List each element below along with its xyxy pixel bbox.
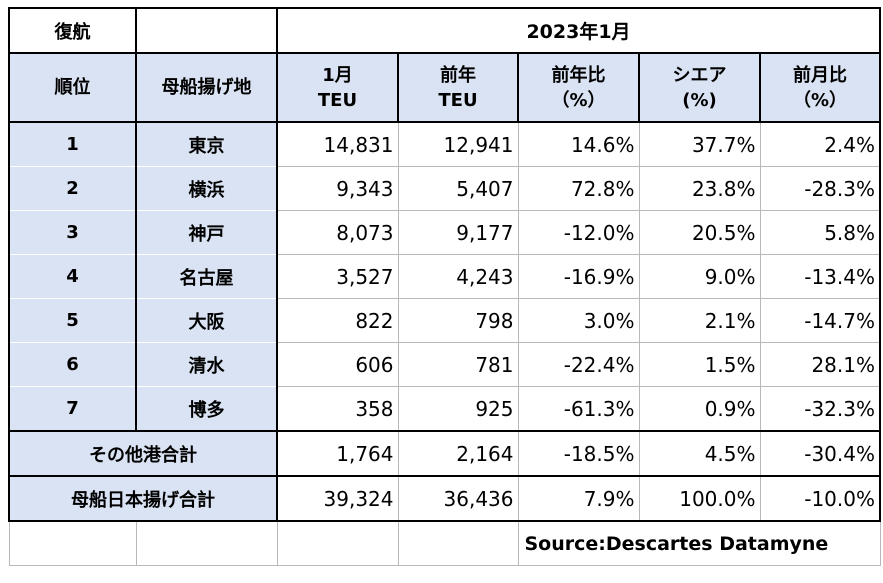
spreadsheet: 復航 2023年1月 順位 母船揚げ地 1月 TEU 前年 TEU 前年比 （%） シ… [8,7,881,566]
rank-cell: 6 [9,343,136,387]
teu-cell: 9,343 [277,167,398,211]
yoy-cell: -22.4% [518,343,639,387]
mom-cell: -30.4% [760,431,880,476]
rank-cell: 5 [9,299,136,343]
prev-teu-cell: 12,941 [398,122,518,167]
mom-cell: -10.0% [760,476,880,521]
mom-cell: 2.4% [760,122,880,167]
rank-cell: 2 [9,167,136,211]
direction-label: 復航 [9,8,136,53]
period-header: 2023年1月 [277,8,880,53]
yoy-cell: 14.6% [518,122,639,167]
port-cell: 名古屋 [136,255,277,299]
teu-cell: 358 [277,387,398,432]
table-row: 2 横浜 9,343 5,407 72.8% 23.8% -28.3% [9,167,880,211]
share-cell: 9.0% [639,255,760,299]
teu-cell: 8,073 [277,211,398,255]
yoy-cell: 72.8% [518,167,639,211]
share-cell: 4.5% [639,431,760,476]
teu-cell: 822 [277,299,398,343]
table-row: 6 清水 606 781 -22.4% 1.5% 28.1% [9,343,880,387]
port-cell: 横浜 [136,167,277,211]
port-cell: 清水 [136,343,277,387]
port-rows: 1 東京 14,831 12,941 14.6% 37.7% 2.4% 2 横浜… [9,122,880,431]
yoy-cell: 3.0% [518,299,639,343]
yoy-cell: -61.3% [518,387,639,432]
port-cell: 神戸 [136,211,277,255]
mom-cell: 5.8% [760,211,880,255]
yoy-cell: -16.9% [518,255,639,299]
teu-cell: 14,831 [277,122,398,167]
share-cell: 23.8% [639,167,760,211]
share-cell: 2.1% [639,299,760,343]
port-cell: 東京 [136,122,277,167]
teu-header: 1月 TEU [277,53,398,122]
mom-cell: -28.3% [760,167,880,211]
mom-cell: -14.7% [760,299,880,343]
yoy-cell: -12.0% [518,211,639,255]
rank-cell: 4 [9,255,136,299]
prev-teu-cell: 925 [398,387,518,432]
teu-cell: 39,324 [277,476,398,521]
source-row: Source:Descartes Datamyne [9,521,880,566]
prev-teu-cell: 36,436 [398,476,518,521]
mom-header: 前月比 （%） [760,53,880,122]
port-teu-table: 復航 2023年1月 順位 母船揚げ地 1月 TEU 前年 TEU 前年比 （%） シ… [8,7,881,566]
prev-teu-cell: 4,243 [398,255,518,299]
empty-cell [136,521,277,566]
table-row: 7 博多 358 925 -61.3% 0.9% -32.3% [9,387,880,432]
teu-cell: 3,527 [277,255,398,299]
table-row: 1 東京 14,831 12,941 14.6% 37.7% 2.4% [9,122,880,167]
port-cell: 博多 [136,387,277,432]
teu-cell: 1,764 [277,431,398,476]
total-row: 母船日本揚げ合計 39,324 36,436 7.9% 100.0% -10.0… [9,476,880,521]
empty-cell [136,8,277,53]
empty-cell [9,521,136,566]
other-ports-label: その他港合計 [9,431,277,476]
yoy-header: 前年比 （%） [518,53,639,122]
table-row: 5 大阪 822 798 3.0% 2.1% -14.7% [9,299,880,343]
rank-cell: 3 [9,211,136,255]
port-header: 母船揚げ地 [136,53,277,122]
share-cell: 1.5% [639,343,760,387]
teu-cell: 606 [277,343,398,387]
share-cell: 37.7% [639,122,760,167]
prev-teu-cell: 798 [398,299,518,343]
share-cell: 0.9% [639,387,760,432]
other-ports-row: その他港合計 1,764 2,164 -18.5% 4.5% -30.4% [9,431,880,476]
yoy-cell: -18.5% [518,431,639,476]
yoy-cell: 7.9% [518,476,639,521]
empty-cell [398,521,518,566]
share-cell: 100.0% [639,476,760,521]
mom-cell: 28.1% [760,343,880,387]
mom-cell: -32.3% [760,387,880,432]
prev-teu-cell: 2,164 [398,431,518,476]
share-cell: 20.5% [639,211,760,255]
prev-teu-cell: 9,177 [398,211,518,255]
prev-teu-header: 前年 TEU [398,53,518,122]
table-row: 3 神戸 8,073 9,177 -12.0% 20.5% 5.8% [9,211,880,255]
empty-cell [277,521,398,566]
prev-teu-cell: 781 [398,343,518,387]
table-row: 4 名古屋 3,527 4,243 -16.9% 9.0% -13.4% [9,255,880,299]
mom-cell: -13.4% [760,255,880,299]
rank-cell: 7 [9,387,136,432]
share-header: シエア (%) [639,53,760,122]
prev-teu-cell: 5,407 [398,167,518,211]
total-label: 母船日本揚げ合計 [9,476,277,521]
rank-cell: 1 [9,122,136,167]
source-note: Source:Descartes Datamyne [518,521,880,566]
rank-header: 順位 [9,53,136,122]
port-cell: 大阪 [136,299,277,343]
